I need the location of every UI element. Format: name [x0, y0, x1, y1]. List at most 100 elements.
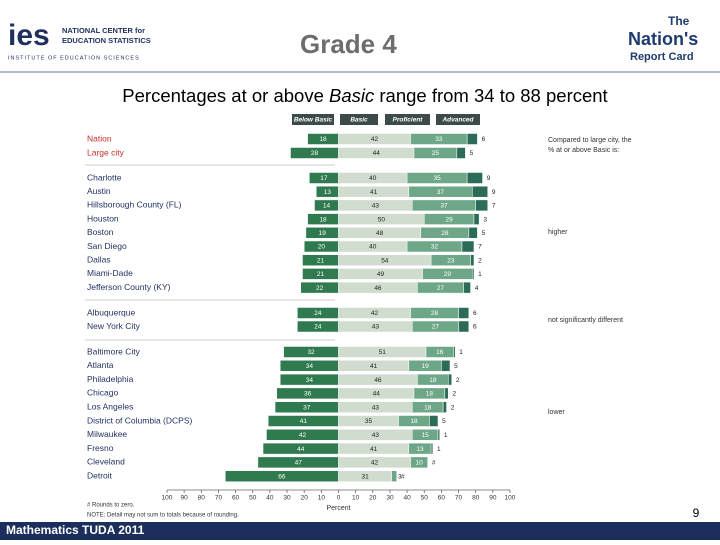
page-number: 9 [693, 506, 700, 520]
x-tick-label: 20 [301, 495, 309, 502]
category-label: Hillsborough County (FL) [87, 200, 182, 210]
bar-segment [468, 227, 478, 239]
value-label: 10 [415, 460, 423, 467]
value-label: 5 [482, 230, 486, 237]
nrc-the: The [668, 14, 690, 28]
value-label: 18 [426, 391, 434, 398]
value-label: 17 [320, 175, 328, 182]
slide-title: Grade 4 [300, 29, 397, 59]
x-tick-label: 90 [489, 495, 497, 502]
bar-segment [444, 387, 449, 400]
value-label: 18 [410, 418, 418, 425]
x-axis-label: Percent [326, 505, 350, 512]
nces-line2: EDUCATION STATISTICS [62, 36, 151, 45]
value-label: 24 [314, 310, 322, 317]
value-label: 42 [371, 310, 379, 317]
value-label: 2 [451, 404, 455, 411]
footnote: NOTE: Detail may not sum to totals becau… [87, 513, 239, 519]
value-label: 49 [377, 271, 385, 278]
value-label: 21 [317, 257, 325, 264]
group-label: not significantly different [548, 317, 623, 324]
x-tick-label: 70 [455, 495, 463, 502]
group-label: higher [548, 229, 568, 236]
bar-segment [441, 360, 451, 372]
bar-segment [456, 147, 466, 159]
bar-segment [453, 346, 456, 358]
header: ies NATIONAL CENTER for EDUCATION STATIS… [0, 14, 720, 73]
legend-swatch [436, 114, 480, 125]
x-tick-label: 10 [352, 495, 360, 502]
plot: Below Basic Basic Proficient Advanced Nation… [85, 114, 632, 519]
value-label: 18 [429, 377, 437, 384]
bar-segment [472, 185, 488, 198]
value-label: 19 [319, 230, 327, 237]
bar-segment [470, 254, 475, 266]
value-label: 4 [475, 285, 479, 292]
value-label: 13 [324, 189, 332, 196]
category-label: Chicago [87, 388, 118, 398]
value-label: 34 [306, 363, 314, 370]
x-tick-label: 80 [472, 495, 480, 502]
value-label: 22 [316, 285, 324, 292]
value-label: 34 [306, 377, 314, 384]
category-label: Houston [87, 213, 119, 223]
value-label: 3 [398, 473, 402, 480]
value-label: 48 [376, 230, 384, 237]
value-label: 33 [435, 136, 443, 143]
category-label: Jefferson County (KY) [87, 282, 171, 292]
value-label: 9 [487, 175, 491, 182]
category-label: Milwaukee [87, 429, 127, 439]
value-label: 44 [373, 391, 381, 398]
x-tick-label: 100 [162, 495, 173, 502]
bar-segment [430, 442, 434, 455]
x-tick-label: 60 [438, 495, 446, 502]
category-label: Albuquerque [87, 307, 135, 317]
value-label: 6 [473, 324, 477, 331]
value-label: 25 [432, 150, 440, 157]
value-label: 27 [432, 324, 440, 331]
bar-segment [458, 320, 470, 333]
value-label: 42 [299, 432, 307, 439]
category-label: Baltimore City [87, 346, 141, 356]
value-label: 2 [478, 257, 482, 264]
value-label: 9 [492, 189, 496, 196]
nrc-nations: Nation's [628, 29, 698, 49]
value-label: 42 [371, 136, 379, 143]
category-label: Los Angeles [87, 401, 133, 411]
bar-segment [448, 373, 452, 386]
value-label: 46 [374, 377, 382, 384]
value-label: 43 [372, 324, 380, 331]
category-label: Charlotte [87, 172, 122, 182]
category-label: Cleveland [87, 457, 125, 467]
bar-segment [473, 213, 480, 225]
value-label: 41 [370, 446, 378, 453]
x-tick-label: 20 [369, 495, 377, 502]
value-label: 15 [421, 432, 429, 439]
category-label: New York City [87, 321, 141, 331]
value-label: 6 [482, 136, 486, 143]
ies-logo: ies [8, 19, 50, 52]
x-tick-label: 0 [337, 495, 341, 502]
title-part: Basic [329, 85, 375, 106]
value-label: 7 [492, 203, 496, 210]
category-label: Large city [87, 147, 125, 157]
category-label: Miami-Dade [87, 268, 133, 278]
x-tick-label: 90 [181, 495, 189, 502]
value-label: 36 [304, 391, 312, 398]
value-label: 5 [470, 150, 474, 157]
title-part: Percentages at or above [122, 85, 329, 106]
value-label: 14 [323, 203, 331, 210]
category-label: District of Columbia (DCPS) [87, 415, 192, 425]
category-label: Atlanta [87, 360, 114, 370]
category-label: Austin [87, 186, 111, 196]
value-label: 41 [370, 363, 378, 370]
x-tick-label: 60 [232, 495, 240, 502]
legend-swatch [385, 114, 430, 125]
value-label: 28 [441, 230, 449, 237]
value-label: # [401, 473, 405, 480]
category-label: Fresno [87, 443, 114, 453]
value-label: 2 [452, 391, 456, 398]
value-label: 3 [483, 216, 487, 223]
value-label: 47 [295, 460, 303, 467]
value-label: 27 [437, 285, 445, 292]
